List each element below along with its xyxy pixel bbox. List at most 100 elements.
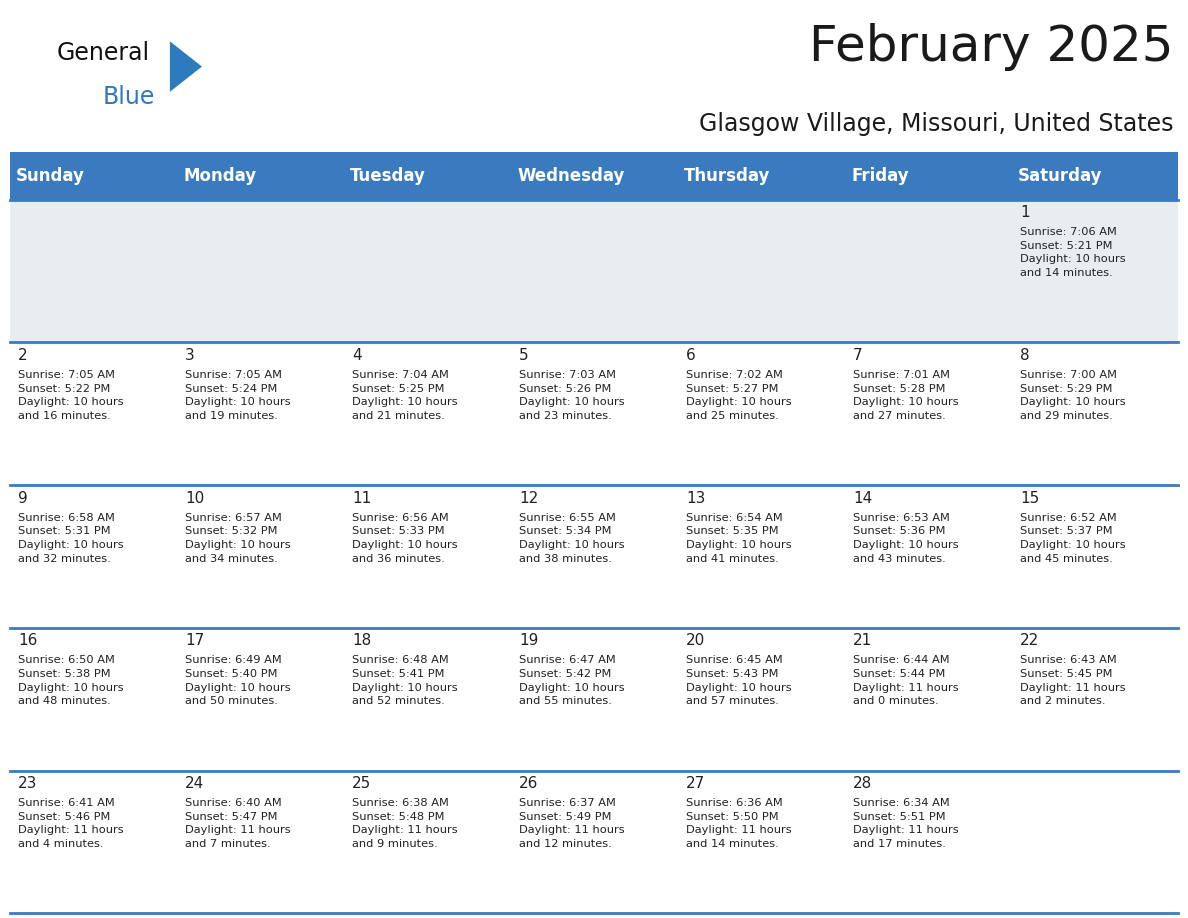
Bar [677, 152, 845, 200]
Text: Sunrise: 6:58 AM
Sunset: 5:31 PM
Daylight: 10 hours
and 32 minutes.: Sunrise: 6:58 AM Sunset: 5:31 PM Dayligh… [18, 513, 124, 564]
Text: 1: 1 [1019, 206, 1030, 220]
Text: Sunrise: 6:34 AM
Sunset: 5:51 PM
Daylight: 11 hours
and 17 minutes.: Sunrise: 6:34 AM Sunset: 5:51 PM Dayligh… [853, 799, 959, 849]
Text: Sunrise: 6:53 AM
Sunset: 5:36 PM
Daylight: 10 hours
and 43 minutes.: Sunrise: 6:53 AM Sunset: 5:36 PM Dayligh… [853, 513, 959, 564]
Bar [1011, 200, 1178, 342]
Bar [845, 486, 1011, 628]
Text: Sunrise: 6:49 AM
Sunset: 5:40 PM
Daylight: 10 hours
and 50 minutes.: Sunrise: 6:49 AM Sunset: 5:40 PM Dayligh… [185, 655, 290, 706]
Bar [343, 200, 511, 342]
Text: Sunrise: 6:37 AM
Sunset: 5:49 PM
Daylight: 11 hours
and 12 minutes.: Sunrise: 6:37 AM Sunset: 5:49 PM Dayligh… [519, 799, 625, 849]
Text: Sunrise: 6:56 AM
Sunset: 5:33 PM
Daylight: 10 hours
and 36 minutes.: Sunrise: 6:56 AM Sunset: 5:33 PM Dayligh… [352, 513, 457, 564]
Text: Sunrise: 6:48 AM
Sunset: 5:41 PM
Daylight: 10 hours
and 52 minutes.: Sunrise: 6:48 AM Sunset: 5:41 PM Dayligh… [352, 655, 457, 706]
Bar [511, 628, 677, 771]
Bar [177, 771, 343, 913]
Text: Sunrise: 6:40 AM
Sunset: 5:47 PM
Daylight: 11 hours
and 7 minutes.: Sunrise: 6:40 AM Sunset: 5:47 PM Dayligh… [185, 799, 290, 849]
Text: 8: 8 [1019, 348, 1030, 363]
Bar [10, 200, 177, 342]
Bar [511, 771, 677, 913]
Text: 19: 19 [519, 633, 538, 648]
Text: 14: 14 [853, 491, 872, 506]
Text: 3: 3 [185, 348, 195, 363]
Text: 5: 5 [519, 348, 529, 363]
Text: 26: 26 [519, 777, 538, 791]
Text: General: General [57, 41, 150, 65]
Bar [10, 628, 177, 771]
Bar [343, 152, 511, 200]
Text: 24: 24 [185, 777, 204, 791]
Text: 18: 18 [352, 633, 371, 648]
Bar [1011, 342, 1178, 486]
Text: Sunrise: 6:47 AM
Sunset: 5:42 PM
Daylight: 10 hours
and 55 minutes.: Sunrise: 6:47 AM Sunset: 5:42 PM Dayligh… [519, 655, 625, 706]
Bar [677, 628, 845, 771]
Bar [511, 152, 677, 200]
Bar [343, 486, 511, 628]
Bar [343, 628, 511, 771]
Text: Sunrise: 7:05 AM
Sunset: 5:24 PM
Daylight: 10 hours
and 19 minutes.: Sunrise: 7:05 AM Sunset: 5:24 PM Dayligh… [185, 370, 290, 420]
Bar [177, 486, 343, 628]
Bar [511, 200, 677, 342]
Text: 15: 15 [1019, 491, 1040, 506]
Text: Saturday: Saturday [1018, 167, 1102, 185]
Text: Sunrise: 6:36 AM
Sunset: 5:50 PM
Daylight: 11 hours
and 14 minutes.: Sunrise: 6:36 AM Sunset: 5:50 PM Dayligh… [685, 799, 791, 849]
Text: Blue: Blue [102, 85, 154, 109]
Text: 12: 12 [519, 491, 538, 506]
Bar [1011, 771, 1178, 913]
Text: Sunrise: 6:57 AM
Sunset: 5:32 PM
Daylight: 10 hours
and 34 minutes.: Sunrise: 6:57 AM Sunset: 5:32 PM Dayligh… [185, 513, 290, 564]
Text: 10: 10 [185, 491, 204, 506]
Text: Glasgow Village, Missouri, United States: Glasgow Village, Missouri, United States [700, 112, 1174, 136]
Bar [511, 342, 677, 486]
Text: 28: 28 [853, 777, 872, 791]
Bar [10, 771, 177, 913]
Bar [845, 628, 1011, 771]
Bar [677, 200, 845, 342]
Text: Sunday: Sunday [17, 167, 86, 185]
Text: 17: 17 [185, 633, 204, 648]
Bar [343, 342, 511, 486]
Text: Sunrise: 7:03 AM
Sunset: 5:26 PM
Daylight: 10 hours
and 23 minutes.: Sunrise: 7:03 AM Sunset: 5:26 PM Dayligh… [519, 370, 625, 420]
Text: 4: 4 [352, 348, 361, 363]
Text: Sunrise: 6:54 AM
Sunset: 5:35 PM
Daylight: 10 hours
and 41 minutes.: Sunrise: 6:54 AM Sunset: 5:35 PM Dayligh… [685, 513, 791, 564]
Bar [677, 486, 845, 628]
Text: Sunrise: 7:04 AM
Sunset: 5:25 PM
Daylight: 10 hours
and 21 minutes.: Sunrise: 7:04 AM Sunset: 5:25 PM Dayligh… [352, 370, 457, 420]
Bar [845, 771, 1011, 913]
Text: Sunrise: 7:06 AM
Sunset: 5:21 PM
Daylight: 10 hours
and 14 minutes.: Sunrise: 7:06 AM Sunset: 5:21 PM Dayligh… [1019, 228, 1125, 278]
Bar [677, 342, 845, 486]
Text: 9: 9 [18, 491, 27, 506]
Bar [1011, 152, 1178, 200]
Text: 11: 11 [352, 491, 371, 506]
Text: 25: 25 [352, 777, 371, 791]
Bar [1011, 628, 1178, 771]
Text: Sunrise: 6:43 AM
Sunset: 5:45 PM
Daylight: 11 hours
and 2 minutes.: Sunrise: 6:43 AM Sunset: 5:45 PM Dayligh… [1019, 655, 1125, 706]
Bar [845, 200, 1011, 342]
Text: 7: 7 [853, 348, 862, 363]
Text: Sunrise: 6:55 AM
Sunset: 5:34 PM
Daylight: 10 hours
and 38 minutes.: Sunrise: 6:55 AM Sunset: 5:34 PM Dayligh… [519, 513, 625, 564]
Bar [1011, 486, 1178, 628]
Text: Monday: Monday [183, 167, 257, 185]
Text: Sunrise: 6:52 AM
Sunset: 5:37 PM
Daylight: 10 hours
and 45 minutes.: Sunrise: 6:52 AM Sunset: 5:37 PM Dayligh… [1019, 513, 1125, 564]
Text: Sunrise: 6:50 AM
Sunset: 5:38 PM
Daylight: 10 hours
and 48 minutes.: Sunrise: 6:50 AM Sunset: 5:38 PM Dayligh… [18, 655, 124, 706]
Text: Thursday: Thursday [684, 167, 771, 185]
Bar [177, 152, 343, 200]
Bar [845, 342, 1011, 486]
Text: 6: 6 [685, 348, 695, 363]
Bar [177, 342, 343, 486]
Bar [10, 486, 177, 628]
Text: 21: 21 [853, 633, 872, 648]
Text: Sunrise: 6:41 AM
Sunset: 5:46 PM
Daylight: 11 hours
and 4 minutes.: Sunrise: 6:41 AM Sunset: 5:46 PM Dayligh… [18, 799, 124, 849]
Text: Wednesday: Wednesday [517, 167, 625, 185]
Bar [177, 200, 343, 342]
Text: 22: 22 [1019, 633, 1040, 648]
Text: 16: 16 [18, 633, 37, 648]
Text: 27: 27 [685, 777, 704, 791]
Bar [511, 486, 677, 628]
Text: 23: 23 [18, 777, 37, 791]
Text: Sunrise: 6:45 AM
Sunset: 5:43 PM
Daylight: 10 hours
and 57 minutes.: Sunrise: 6:45 AM Sunset: 5:43 PM Dayligh… [685, 655, 791, 706]
Polygon shape [170, 41, 202, 92]
Text: Sunrise: 7:00 AM
Sunset: 5:29 PM
Daylight: 10 hours
and 29 minutes.: Sunrise: 7:00 AM Sunset: 5:29 PM Dayligh… [1019, 370, 1125, 420]
Bar [177, 628, 343, 771]
Text: 20: 20 [685, 633, 704, 648]
Text: Tuesday: Tuesday [350, 167, 426, 185]
Bar [343, 771, 511, 913]
Text: 13: 13 [685, 491, 706, 506]
Text: 2: 2 [18, 348, 27, 363]
Bar [10, 152, 177, 200]
